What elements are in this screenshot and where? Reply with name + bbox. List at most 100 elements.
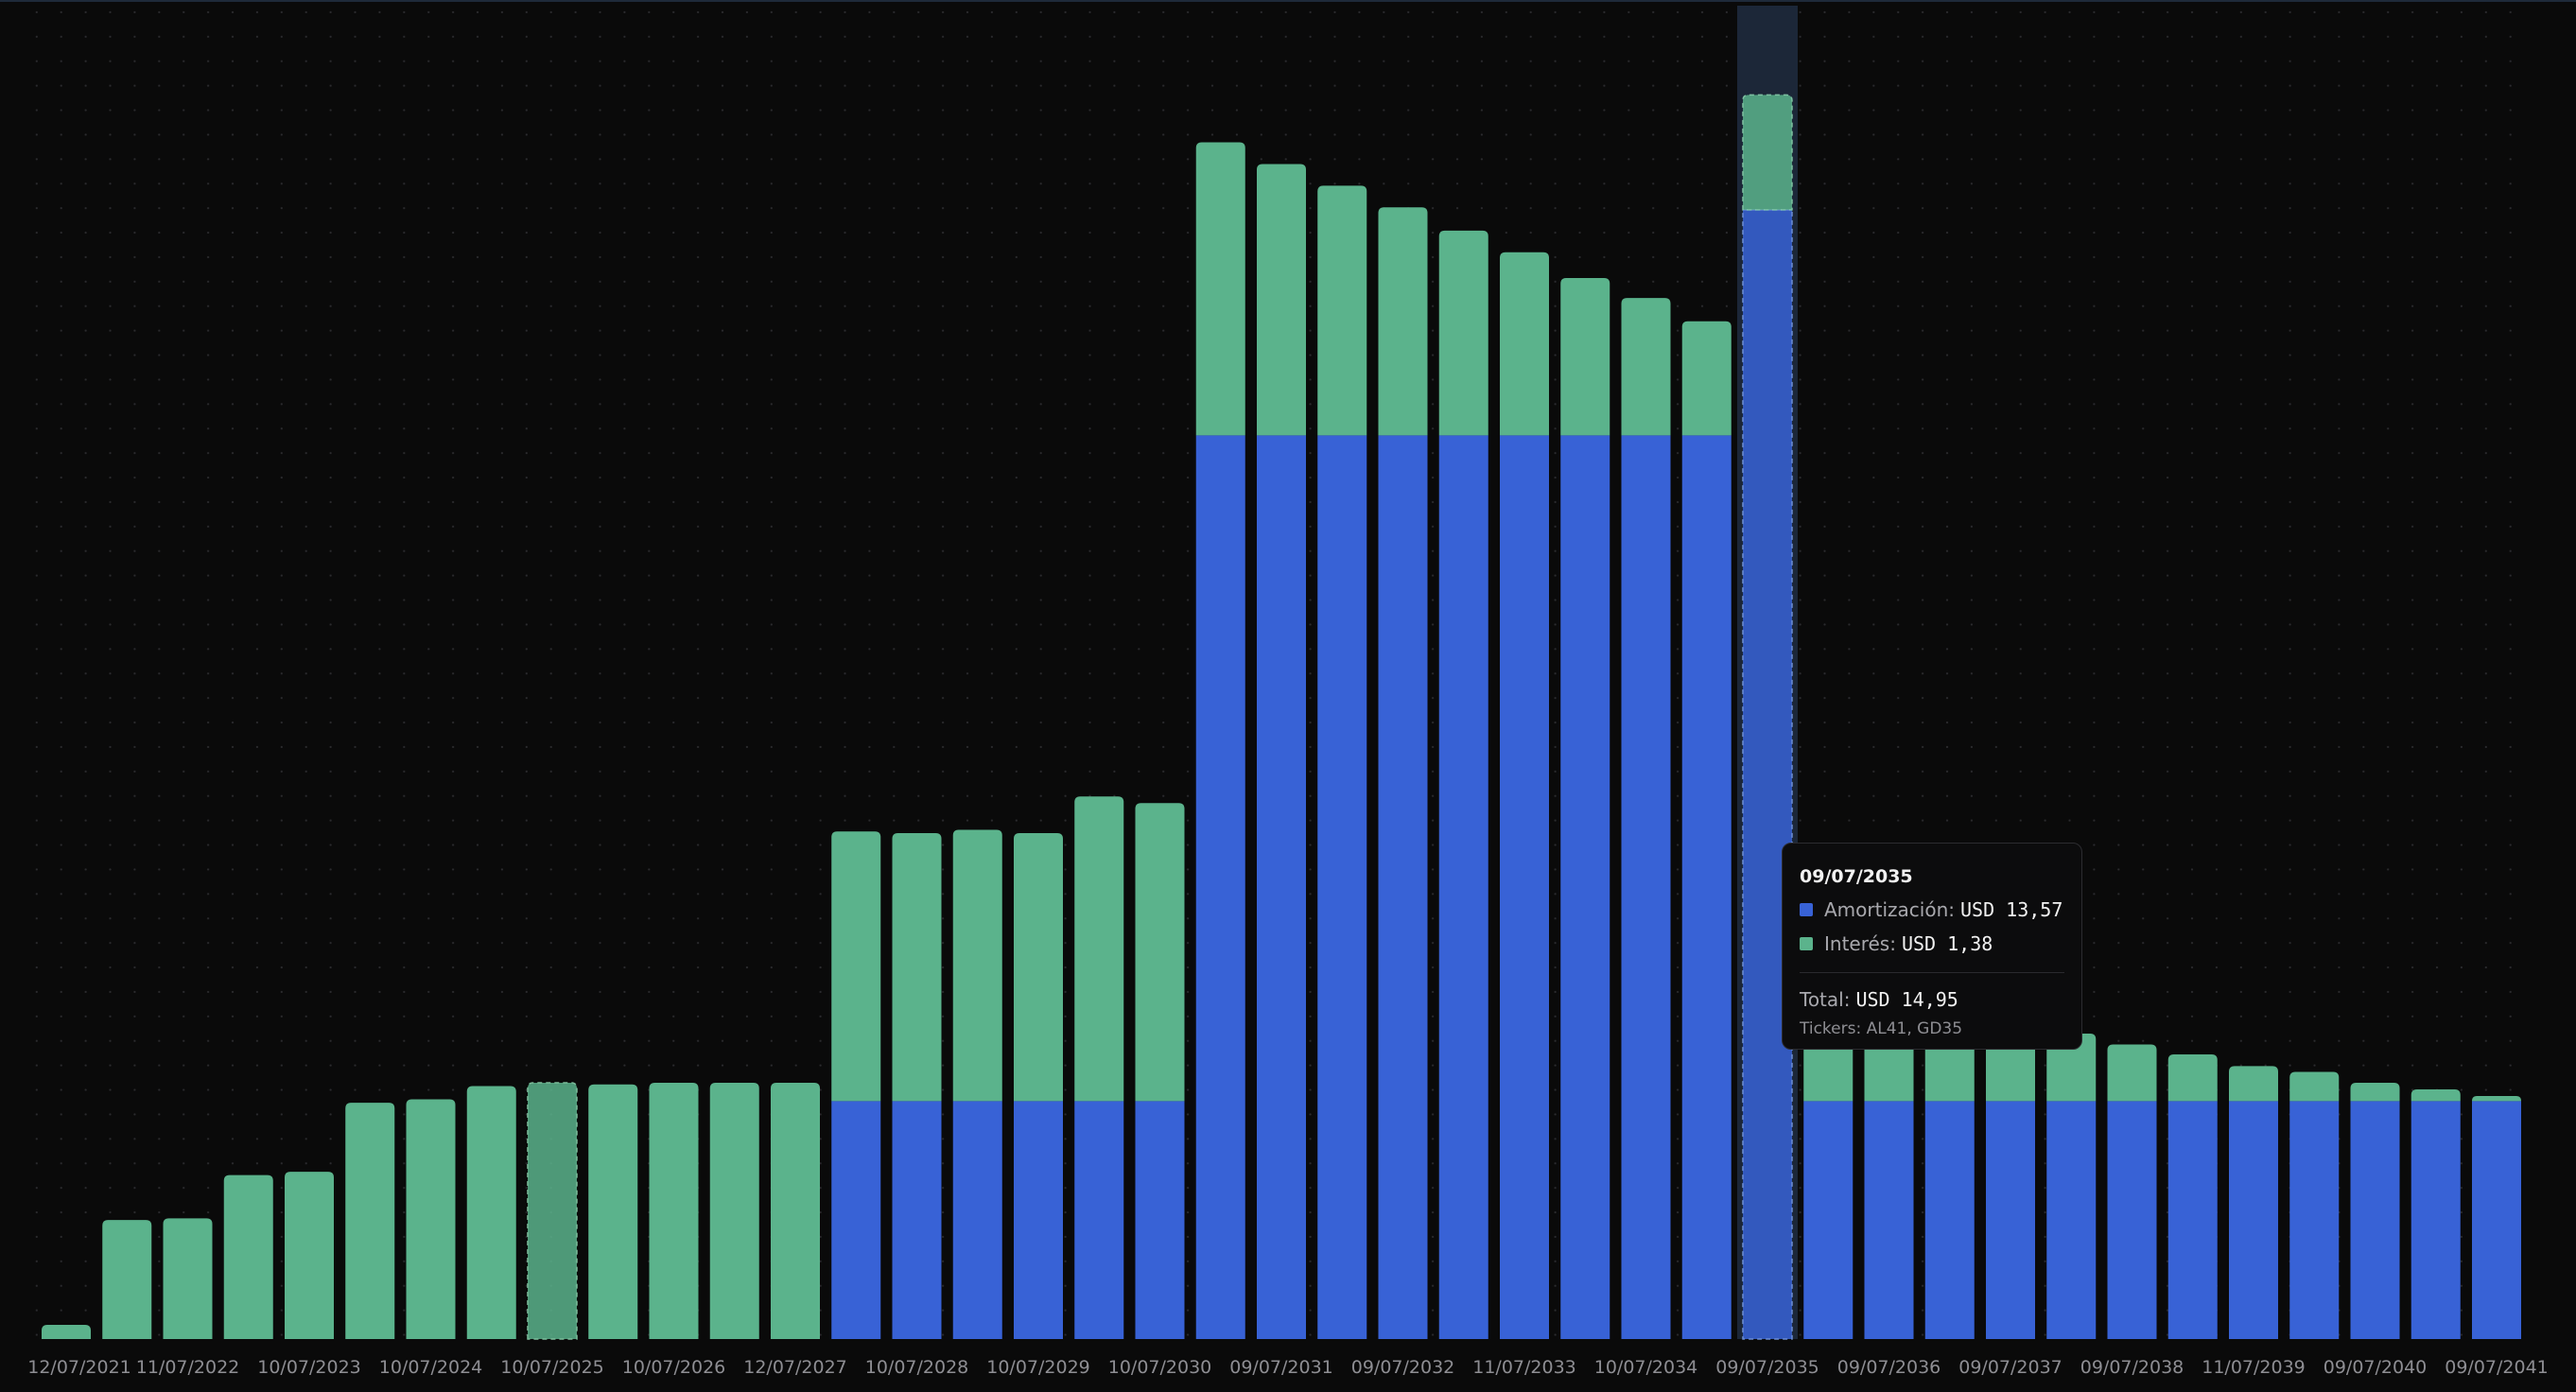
amortizacion-bar[interactable] — [1500, 435, 1549, 1339]
interes-bar[interactable] — [102, 1220, 152, 1339]
interes-bar[interactable] — [527, 1082, 578, 1340]
interes-bar[interactable] — [42, 1325, 91, 1339]
interes-bar[interactable] — [709, 1082, 759, 1339]
interes-bar[interactable] — [1074, 796, 1124, 1102]
amortizacion-bar[interactable] — [2229, 1101, 2278, 1339]
interes-bar[interactable] — [406, 1099, 456, 1339]
amortizacion-bar[interactable] — [2289, 1101, 2340, 1339]
tooltip-tickers: Tickers: AL41, GD35 — [1800, 1019, 1963, 1038]
interes-bar[interactable] — [163, 1218, 213, 1339]
interes-bar[interactable] — [1621, 298, 1671, 436]
interes-bar[interactable] — [2046, 1034, 2097, 1102]
amortizacion-bar[interactable] — [2472, 1101, 2521, 1339]
amortizacion-bar[interactable] — [1135, 1101, 1185, 1339]
amortizacion-bar[interactable] — [1864, 1101, 1914, 1339]
interes-bar[interactable] — [649, 1082, 699, 1339]
amortizacion-bar[interactable] — [831, 1101, 881, 1339]
bar-tooltip: 09/07/2035 Amortización: USD 13,57 Inter… — [1782, 843, 2082, 1050]
x-tick-label: 09/07/2040 — [2324, 1357, 2428, 1378]
interes-bar[interactable] — [223, 1174, 273, 1339]
x-tick-label: 10/07/2034 — [1594, 1357, 1698, 1378]
amortizacion-bar[interactable] — [1924, 1101, 1975, 1339]
x-tick-label: 09/07/2038 — [2080, 1357, 2184, 1378]
amortizacion-bar[interactable] — [1317, 435, 1367, 1339]
amortizacion-bar[interactable] — [2411, 1101, 2461, 1339]
tooltip-total-row: Total: USD 14,95 — [1800, 983, 2064, 1017]
interes-bar[interactable] — [1742, 94, 1793, 211]
interes-bar[interactable] — [466, 1086, 516, 1339]
amortizacion-bar[interactable] — [1742, 209, 1793, 1340]
amortizacion-bar[interactable] — [1621, 435, 1671, 1339]
interes-bar[interactable] — [2229, 1066, 2278, 1102]
interes-bar[interactable] — [1257, 164, 1306, 436]
interes-swatch-icon — [1800, 937, 1813, 950]
x-tick-label: 10/07/2026 — [622, 1357, 726, 1378]
interes-bar[interactable] — [1014, 832, 1063, 1102]
x-tick-label: 12/07/2021 — [27, 1357, 131, 1378]
amortizacion-bar[interactable] — [1681, 435, 1732, 1339]
amortizacion-bar[interactable] — [1195, 435, 1245, 1339]
tooltip-amortizacion-label: Amortización: — [1824, 898, 1955, 921]
amortizacion-bar[interactable] — [1014, 1101, 1063, 1339]
amortizacion-bar[interactable] — [2046, 1101, 2097, 1339]
tooltip-divider — [1800, 972, 2064, 973]
x-tick-label: 09/07/2041 — [2445, 1357, 2549, 1378]
amortizacion-bar[interactable] — [1074, 1101, 1124, 1339]
x-tick-label: 10/07/2023 — [257, 1357, 361, 1378]
amortizacion-bar[interactable] — [1803, 1101, 1854, 1339]
tooltip-interes-row: Interés: USD 1,38 — [1800, 927, 2064, 961]
amortizacion-bar[interactable] — [2107, 1101, 2157, 1339]
x-tick-label: 10/07/2024 — [379, 1357, 483, 1378]
x-tick-label: 10/07/2030 — [1108, 1357, 1212, 1378]
tooltip-interes-value: USD 1,38 — [1901, 932, 1993, 955]
interes-bar[interactable] — [345, 1103, 395, 1339]
amortizacion-bar[interactable] — [1438, 435, 1488, 1339]
amortizacion-bar[interactable] — [892, 1101, 942, 1339]
interes-bar[interactable] — [1500, 252, 1549, 436]
interes-bar[interactable] — [1560, 278, 1610, 436]
amortizacion-bar[interactable] — [1986, 1101, 2035, 1339]
x-tick-label: 11/07/2033 — [1472, 1357, 1576, 1378]
interes-bar[interactable] — [771, 1082, 820, 1339]
interes-bar[interactable] — [1195, 142, 1245, 436]
amortizacion-bar[interactable] — [1560, 435, 1610, 1339]
interes-bar[interactable] — [1135, 803, 1185, 1102]
tooltip-interes-label: Interés: — [1824, 932, 1896, 955]
amortizacion-bar[interactable] — [2167, 1101, 2218, 1339]
interes-bar[interactable] — [2350, 1082, 2400, 1102]
top-border — [0, 0, 2576, 2]
interes-bar[interactable] — [2289, 1071, 2340, 1102]
x-tick-label: 09/07/2037 — [1958, 1357, 2063, 1378]
interes-bar[interactable] — [892, 832, 942, 1102]
x-tick-label: 10/07/2025 — [500, 1357, 604, 1378]
tooltip-total-label: Total: — [1800, 988, 1851, 1011]
x-tick-label: 11/07/2022 — [136, 1357, 240, 1378]
x-tick-label: 09/07/2031 — [1229, 1357, 1333, 1378]
interes-bar[interactable] — [1681, 321, 1732, 436]
tooltip-amortizacion-row: Amortización: USD 13,57 — [1800, 893, 2064, 927]
interes-bar[interactable] — [1438, 230, 1488, 436]
x-tick-label: 12/07/2027 — [743, 1357, 847, 1378]
interes-bar[interactable] — [285, 1172, 334, 1339]
interes-bar[interactable] — [952, 829, 1002, 1102]
amortizacion-swatch-icon — [1800, 903, 1813, 916]
amortizacion-bar[interactable] — [2350, 1101, 2400, 1339]
amortizacion-bar[interactable] — [1378, 435, 1428, 1339]
x-tick-label: 10/07/2029 — [986, 1357, 1090, 1378]
tooltip-amortizacion-value: USD 13,57 — [1959, 898, 2063, 921]
interes-bar[interactable] — [2411, 1089, 2461, 1102]
interes-bar[interactable] — [1378, 207, 1428, 436]
interes-bar[interactable] — [2472, 1096, 2521, 1102]
interes-bar[interactable] — [1317, 185, 1367, 436]
interes-bar[interactable] — [588, 1084, 638, 1339]
tooltip-date: 09/07/2035 — [1800, 866, 1913, 887]
x-tick-label: 11/07/2039 — [2202, 1357, 2306, 1378]
amortizacion-bar[interactable] — [1257, 435, 1306, 1339]
x-tick-label: 09/07/2035 — [1715, 1357, 1819, 1378]
interes-bar[interactable] — [2107, 1044, 2157, 1102]
interes-bar[interactable] — [831, 831, 881, 1102]
tooltip-total-value: USD 14,95 — [1855, 988, 1958, 1011]
amortizacion-bar[interactable] — [952, 1101, 1002, 1339]
interes-bar[interactable] — [2167, 1054, 2218, 1102]
